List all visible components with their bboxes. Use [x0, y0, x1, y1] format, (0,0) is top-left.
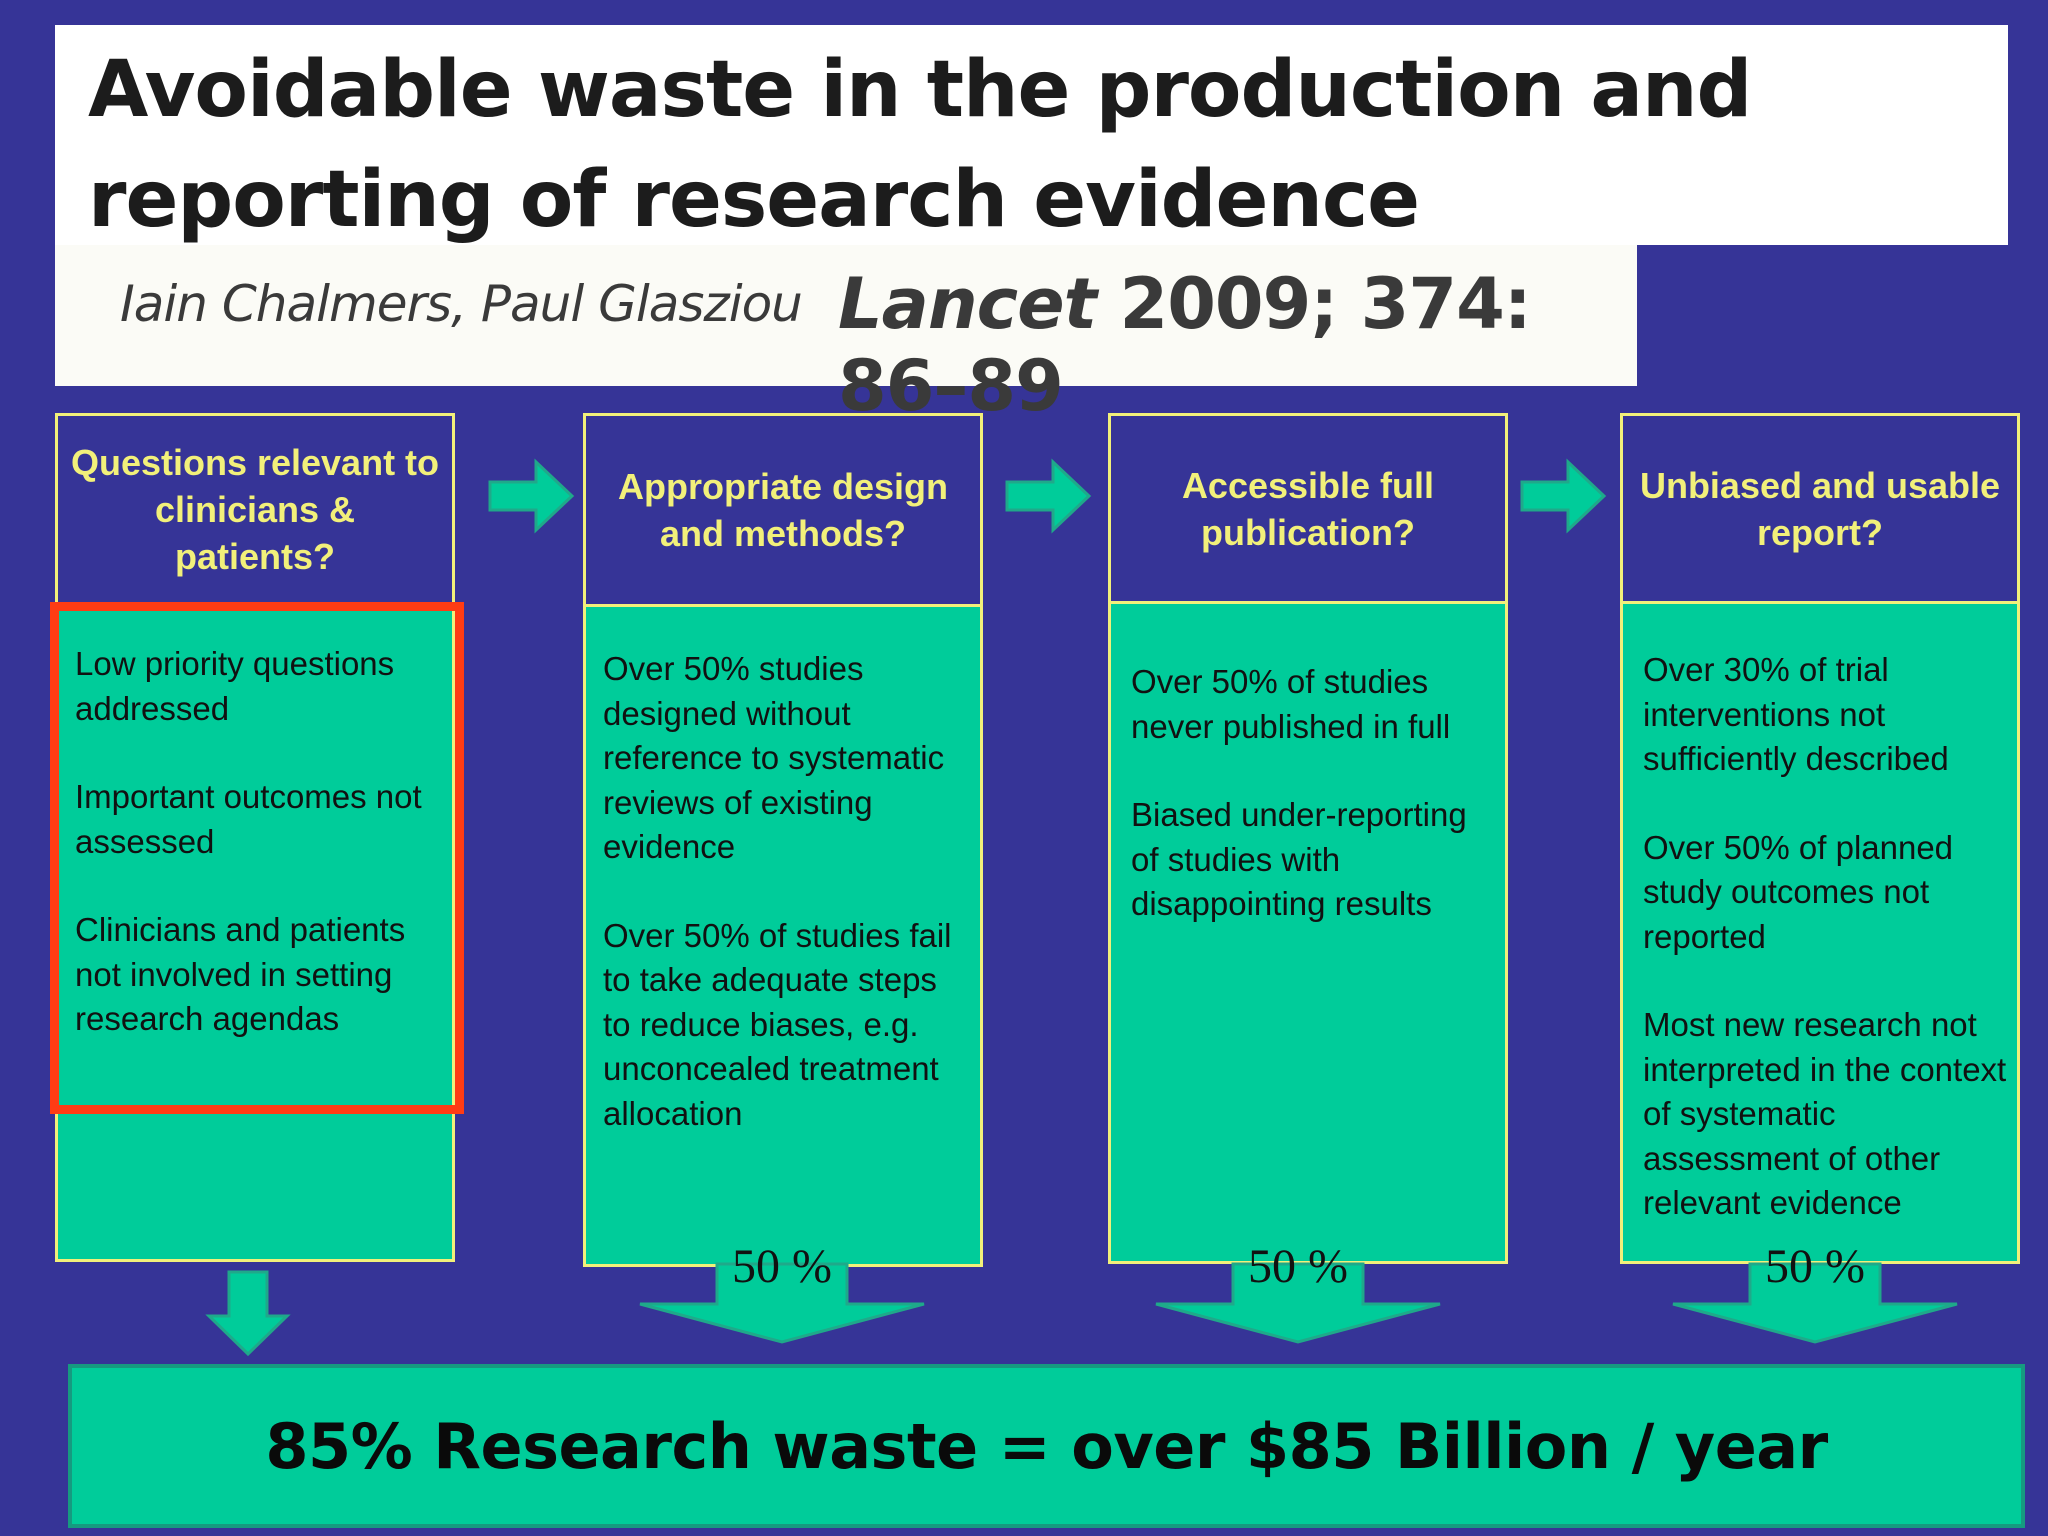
column-2-body: Over 50% studies designed without refere… — [583, 604, 983, 1267]
column-3-item: Over 50% of studies never published in f… — [1131, 663, 1451, 745]
column-4-heading: Unbiased and usable report? — [1620, 413, 2020, 604]
column-2-heading: Appropriate design and methods? — [583, 413, 983, 607]
summary-text: 85% Research waste = over $85 Billion / … — [265, 1409, 1828, 1483]
column-1-body: Low priority questions addressed Importa… — [55, 603, 455, 1262]
arrow-right-icon — [488, 458, 575, 534]
column-1-item: Important outcomes not assessed — [75, 778, 422, 860]
column-3-heading: Accessible full publication? — [1108, 413, 1508, 604]
column-4-body: Over 30% of trial interventions not suff… — [1620, 601, 2020, 1264]
waste-percent-label: 50 % — [732, 1240, 832, 1293]
journal-name: Lancet — [838, 263, 1097, 345]
journal-citation: Lancet 2009; 374: 86–89 — [838, 263, 1637, 427]
arrow-down-icon — [639, 1262, 925, 1344]
column-3-item: Biased under-reporting of studies with d… — [1131, 796, 1467, 922]
column-2-item: Over 50% studies designed without refere… — [603, 650, 945, 865]
arrow-down-icon — [205, 1270, 291, 1357]
column-1-item: Low priority questions addressed — [75, 645, 395, 727]
column-1-heading: Questions relevant to clinicians & patie… — [55, 413, 455, 606]
journal-reference: 2009; 374: 86–89 — [838, 263, 1532, 427]
arrow-down-icon — [1155, 1262, 1441, 1344]
column-2-heading-text: Appropriate design and methods? — [617, 466, 949, 554]
column-1-heading-text: Questions relevant to clinicians & patie… — [70, 442, 440, 577]
summary-banner: 85% Research waste = over $85 Billion / … — [68, 1364, 2025, 1528]
column-2-item: Over 50% of studies fail to take adequat… — [603, 916, 952, 1132]
slide-title: Avoidable waste in the production and re… — [88, 45, 1752, 245]
column-1-item: Clinicians and patients not involved in … — [75, 911, 406, 1037]
waste-percent-label: 50 % — [1248, 1240, 1348, 1293]
arrow-down-icon — [1672, 1262, 1958, 1344]
arrow-right-icon — [1520, 458, 1607, 534]
column-3-body: Over 50% of studies never published in f… — [1108, 601, 1508, 1264]
authors: Iain Chalmers, Paul Glasziou — [120, 275, 803, 333]
highlight-frame — [50, 602, 464, 1114]
column-4-item: Most new research not interpreted in the… — [1643, 1006, 2007, 1221]
column-4-item: Over 50% of planned study outcomes not r… — [1643, 828, 1954, 955]
waste-percent-label: 50 % — [1765, 1240, 1865, 1293]
column-3-heading-text: Accessible full publication? — [1181, 464, 1435, 553]
citation-banner: Iain Chalmers, Paul Glasziou Lancet 2009… — [55, 245, 1637, 427]
column-4-item: Over 30% of trial interventions not suff… — [1643, 651, 1949, 777]
arrow-right-icon — [1005, 458, 1092, 534]
title-banner: Avoidable waste in the production and re… — [55, 25, 2008, 245]
column-4-heading-text: Unbiased and usable report? — [1639, 464, 2001, 553]
